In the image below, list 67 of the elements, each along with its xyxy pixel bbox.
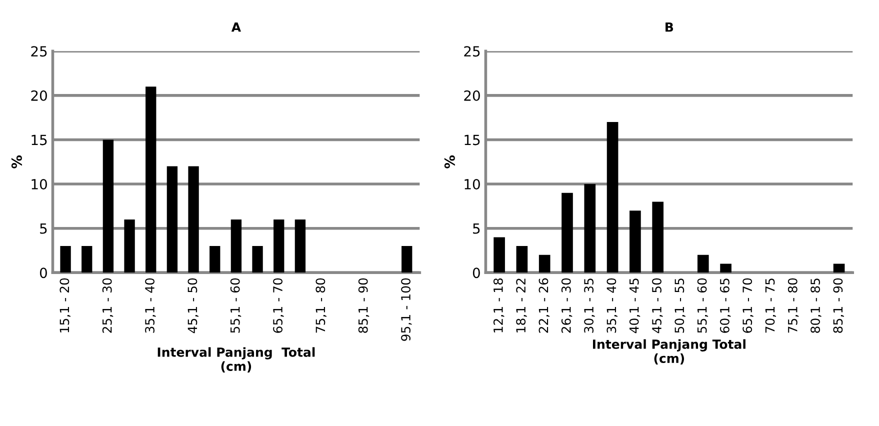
x-tick-label: 55,1 - 60 [697,278,708,333]
bar [833,264,845,273]
x-tick-label: 85,1 - 90 [833,278,844,333]
y-tick-label: 25 [31,46,47,57]
x-tick-label: 75,1 - 80 [788,278,799,333]
x-tick-label: 40,1 - 45 [629,278,640,334]
x-tick-label: 80,1 - 85 [810,278,822,333]
bar [230,219,242,273]
y-axis-title: % [11,155,22,168]
x-tick-label: 65,1 - 70 [742,278,754,333]
y-tick-label: 10 [464,179,480,190]
bar [562,192,573,273]
x-tick-label: 15,1 - 20 [60,278,70,332]
bar [188,166,199,273]
x-tick-label: 30,1 - 35 [584,278,595,333]
x-tick-label: 22,1 - 26 [538,278,550,333]
bar [494,237,505,273]
x-tick-label: 35,1 - 40 [606,278,618,333]
y-axis-title: % [444,155,455,168]
bar [82,246,92,273]
x-tick-label: 85,1 - 90 [358,278,370,333]
y-tick-label: 5 [40,223,47,234]
y-tick-label: 15 [32,134,47,146]
y-tick-label: 20 [464,90,480,101]
x-axis-title: Interval Panjang Total (cm) [593,339,746,364]
bar [124,219,135,273]
y-tick-label: 0 [472,268,480,278]
bar [402,246,412,273]
bar [606,122,618,273]
x-tick-label: 55,1 - 60 [230,278,242,333]
x-tick-label: 50,1 - 55 [674,278,686,333]
x-axis-title: Interval Panjang Total (cm) [158,347,315,372]
x-tick-label: 26,1 - 30 [561,278,572,333]
bar [210,246,220,273]
x-tick-label: 60,1 - 65 [720,278,731,333]
y-tick-label: 15 [464,134,480,146]
bar [516,246,528,273]
bar [630,210,641,273]
bar [166,166,178,273]
bar [146,86,156,273]
y-tick-label: 0 [40,268,47,278]
x-tick-label: 65,1 - 70 [273,278,284,333]
x-tick-label: 35,1 - 40 [145,278,156,333]
x-tick-label: 95,1 - 100 [401,278,412,341]
x-tick-label: 75,1 - 80 [316,278,326,333]
bar [652,202,664,273]
x-tick-label: 18,1 - 22 [516,278,527,332]
bar [538,254,550,273]
bar [60,246,71,273]
chart-title: B [666,22,674,32]
x-tick-label: 12,1 - 18 [493,278,504,332]
bar [697,254,709,273]
bar [102,140,114,273]
bar [252,246,263,273]
y-tick-label: 10 [32,179,47,190]
y-tick-label: 25 [464,46,480,57]
chart-title: A [231,22,241,32]
bar [720,264,732,273]
y-tick-label: 20 [31,90,47,101]
bar [274,219,284,273]
y-tick-label: 5 [473,223,480,234]
x-tick-label: 70,1 - 75 [765,278,776,333]
bar [584,184,596,273]
x-tick-label: 45,1 - 50 [188,278,198,334]
x-tick-label: 45,1 - 50 [652,278,663,334]
x-tick-label: 25,1 - 30 [102,278,114,333]
bar [294,219,306,273]
